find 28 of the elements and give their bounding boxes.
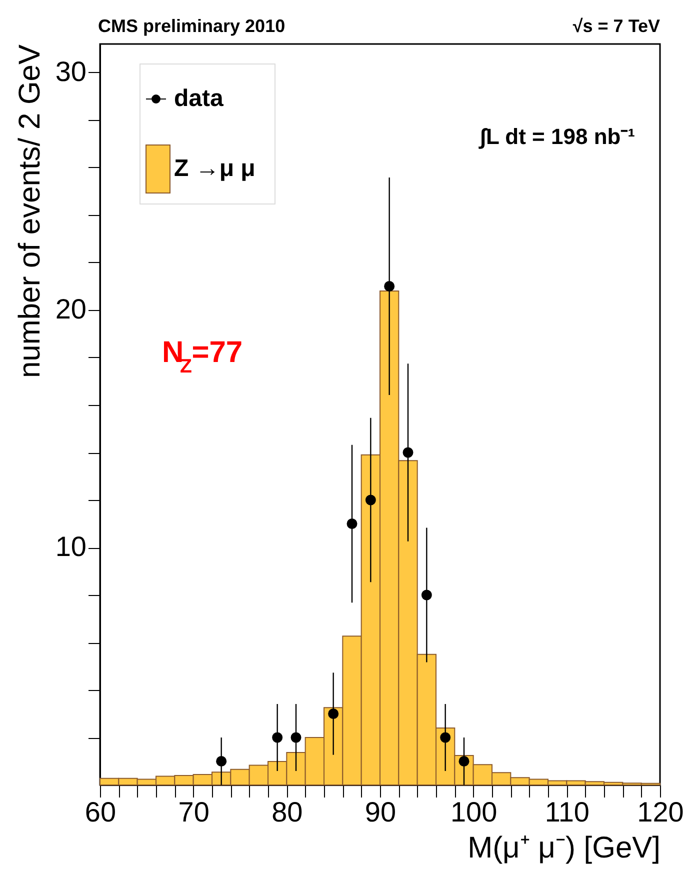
chart-title: CMS preliminary 2010 xyxy=(98,16,286,36)
y-tick-label: 10 xyxy=(55,531,86,562)
x-axis-title: M(μ⁺ μ⁻) [GeV] xyxy=(468,832,660,864)
point xyxy=(440,732,451,743)
x-tick-label: 120 xyxy=(637,796,684,828)
point xyxy=(458,756,470,766)
x-tick-label: 100 xyxy=(450,796,498,828)
point xyxy=(328,708,339,719)
x-tick-label: 60 xyxy=(84,796,116,828)
x-tick-label: 90 xyxy=(364,796,396,828)
point xyxy=(402,447,414,458)
point xyxy=(421,590,432,600)
x-tick-label: 80 xyxy=(272,796,303,828)
point xyxy=(216,756,227,766)
legend-label: data xyxy=(174,85,224,112)
y-axis-title: number of events/ 2 GeV xyxy=(13,44,46,378)
point xyxy=(272,732,283,743)
point xyxy=(346,518,358,529)
text: √s = 7 TeV xyxy=(572,16,660,36)
legend-label: Z →μ μ xyxy=(174,155,256,182)
x-tick-label: 70 xyxy=(178,796,210,828)
annotation: ∫L dt = 198 nb⁻¹ xyxy=(478,124,636,149)
x-tick-label: 110 xyxy=(544,796,590,828)
point xyxy=(365,494,376,506)
y-tick-label: 30 xyxy=(55,56,86,87)
y-tick-label: 20 xyxy=(55,294,86,324)
point xyxy=(290,732,302,743)
point xyxy=(384,281,395,292)
